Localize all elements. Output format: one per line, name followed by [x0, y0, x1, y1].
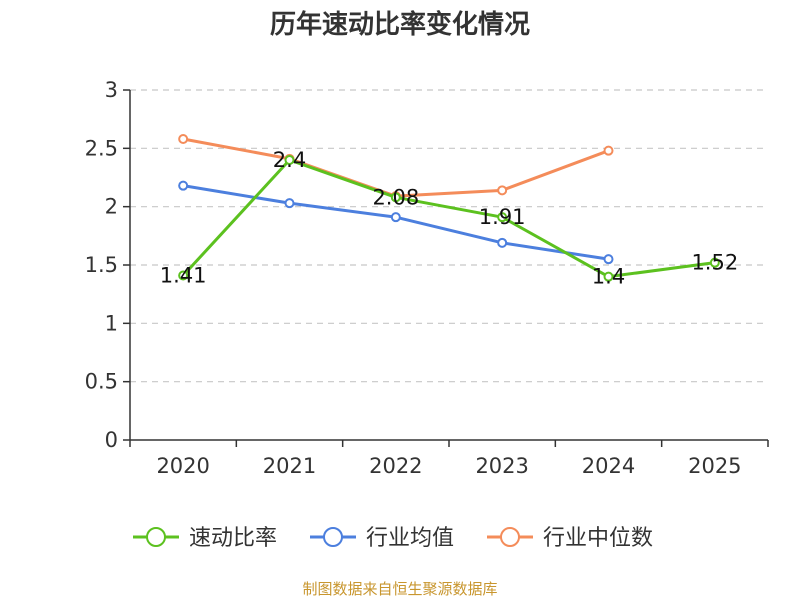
- y-tick-label: 1: [105, 311, 118, 335]
- data-point: [497, 185, 508, 196]
- legend-item-0: 速动比率: [133, 526, 277, 551]
- y-tick-label: 0.5: [85, 370, 118, 394]
- legend-label: 行业均值: [366, 526, 454, 551]
- x-tick-label: 2022: [369, 454, 422, 478]
- x-tick-label: 2021: [263, 454, 316, 478]
- data-point: [284, 155, 295, 165]
- data-point: [603, 145, 614, 156]
- legend-marker: [146, 527, 166, 547]
- y-tick-label: 2: [105, 195, 118, 219]
- x-tick-label: 2023: [475, 454, 528, 478]
- data-point: [178, 134, 189, 144]
- data-label: 2.4: [273, 148, 306, 172]
- legend-marker: [323, 527, 343, 547]
- y-tick-label: 3: [105, 78, 118, 102]
- x-tick-label: 2020: [156, 454, 209, 478]
- y-tick-label: 2.5: [85, 136, 118, 160]
- data-label: 1.4: [592, 265, 625, 289]
- data-point: [709, 257, 720, 268]
- legend-label: 行业中位数: [543, 526, 653, 551]
- data-point: [284, 198, 295, 209]
- x-tick-label: 2024: [582, 454, 635, 478]
- data-label: 2.08: [372, 185, 419, 209]
- y-tick-label: 0: [105, 428, 118, 452]
- data-point: [497, 212, 508, 223]
- legend-item-2: 行业中位数: [487, 526, 653, 551]
- legend-label: 速动比率: [189, 526, 277, 551]
- legend: 速动比率 行业均值 行业中位数: [133, 526, 653, 551]
- data-point: [178, 180, 189, 191]
- data-label-layer: 1.41 2.4 2.08 1.91 1.4 1.52: [160, 148, 738, 289]
- data-point: [603, 271, 614, 282]
- data-point: [603, 254, 614, 265]
- series-line-0: [182, 158, 716, 279]
- series-layer: [178, 134, 720, 282]
- data-label: 1.91: [479, 205, 526, 229]
- grid-layer: [130, 89, 768, 383]
- legend-item-1: 行业均值: [310, 526, 454, 551]
- legend-marker: [500, 527, 520, 547]
- data-label: 1.41: [160, 264, 207, 288]
- data-point: [390, 212, 401, 223]
- x-tick-label: 2025: [688, 454, 741, 478]
- data-point: [178, 270, 189, 281]
- y-tick-label: 1.5: [85, 253, 118, 277]
- data-point: [497, 237, 508, 248]
- data-point: [390, 192, 401, 203]
- chart-title: 历年速动比率变化情况: [269, 10, 530, 40]
- data-label: 1.52: [691, 251, 738, 275]
- footer-source: 制图数据来自恒生聚源数据库: [302, 580, 498, 598]
